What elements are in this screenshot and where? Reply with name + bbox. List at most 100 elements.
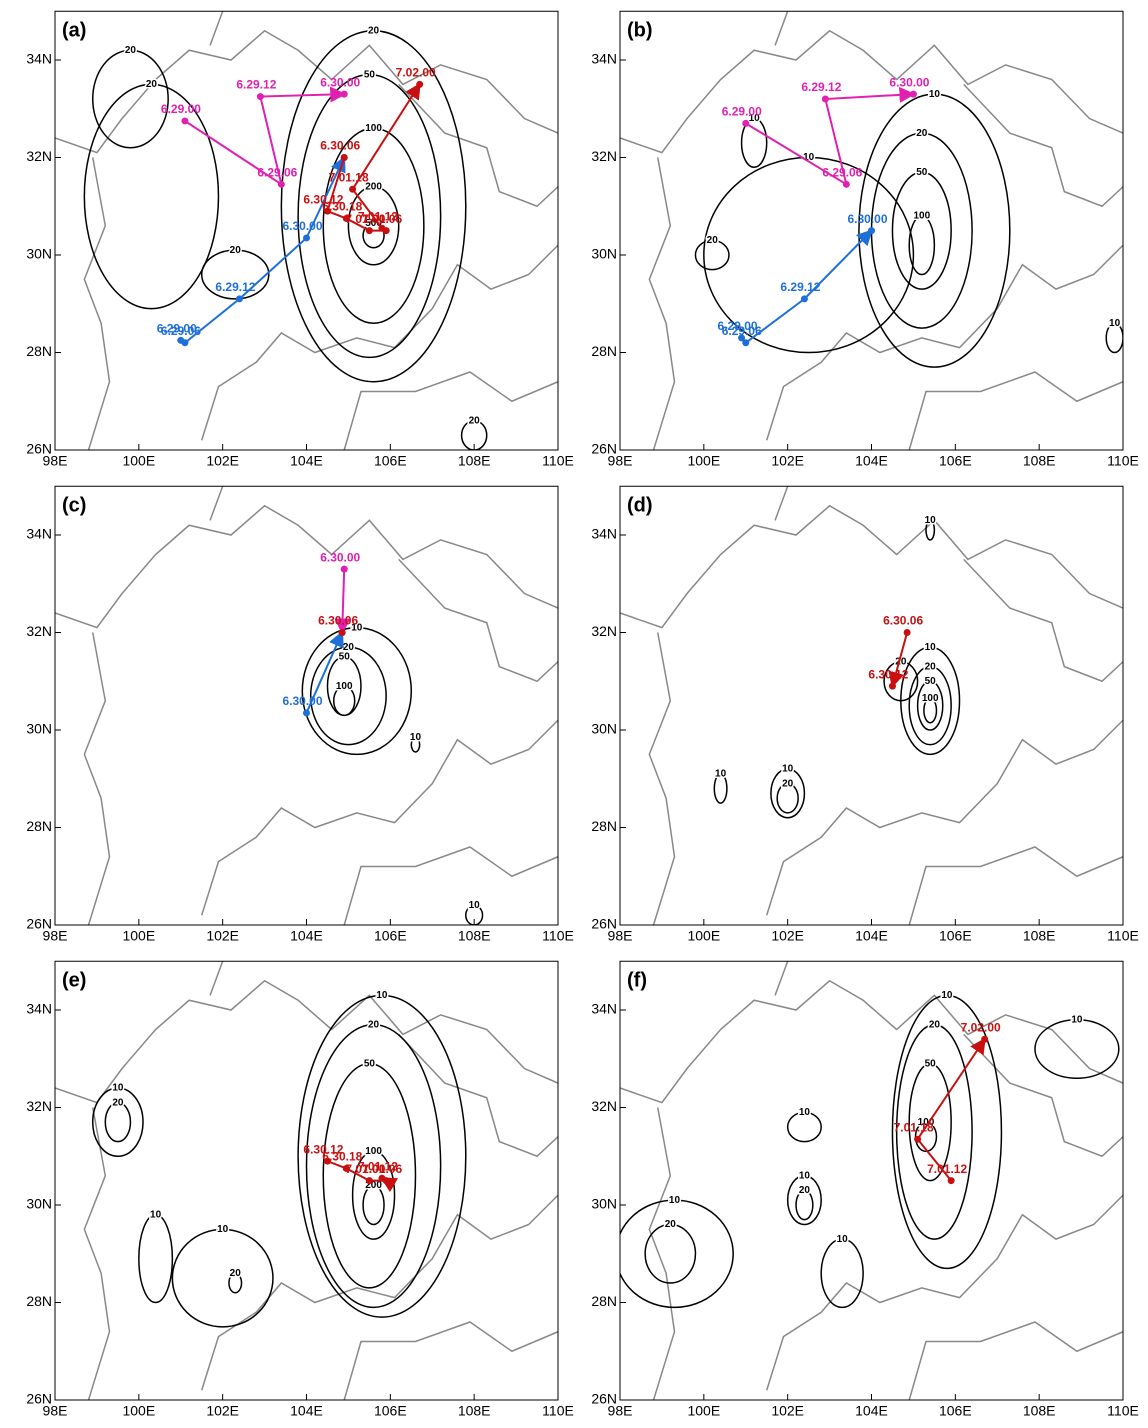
y-tick-label: 32N (26, 623, 52, 639)
track-point (340, 90, 348, 98)
track (745, 86, 916, 187)
contour (923, 697, 938, 724)
y-tick-label: 32N (591, 623, 617, 639)
contour (460, 420, 488, 450)
y-tick-label: 28N (26, 1293, 52, 1309)
frame (619, 960, 1124, 1401)
contour (362, 222, 385, 249)
track (888, 632, 909, 689)
track-label: 6.30.06 (320, 139, 360, 153)
x-tick-label: 108E (458, 928, 491, 944)
contour (908, 665, 952, 746)
x-tick-label: 98E (608, 453, 633, 469)
contour (870, 132, 973, 329)
track-label: 7.01.12 (927, 1162, 967, 1176)
contour (703, 156, 915, 354)
track-label: 7.01.06 (362, 1162, 402, 1176)
track-label: 6.30.00 (282, 219, 322, 233)
x-tick-label: 102E (206, 453, 239, 469)
track-point (378, 1174, 386, 1182)
track-label: 6.30.18 (322, 1150, 362, 1164)
track-label: 7.01.18 (894, 1120, 934, 1134)
x-tick-label: 106E (939, 453, 972, 469)
track-label: 6.29.06 (822, 165, 862, 179)
boundary (620, 979, 1123, 1104)
contour-label: 10 (351, 622, 363, 633)
boundary (200, 719, 558, 916)
boundary (765, 1194, 1123, 1391)
contour (776, 782, 799, 814)
x-tick-label: 106E (939, 1403, 972, 1419)
track-point (181, 117, 189, 125)
panel: 10205010020010201020106.30.126.30.187.01… (26, 960, 574, 1419)
x-tick-label: 100E (122, 928, 155, 944)
contour-label: 50 (364, 69, 376, 80)
contour (171, 1228, 274, 1328)
contour-label: 20 (469, 415, 481, 426)
contour-label: 10 (925, 515, 937, 526)
contour (322, 1062, 417, 1289)
boundary (209, 486, 224, 521)
x-tick-label: 98E (608, 928, 633, 944)
track (184, 86, 347, 187)
boundary (648, 632, 676, 925)
contour-label: 20 (230, 1268, 242, 1279)
boundary (620, 504, 1123, 629)
track-label: 7.01.00 (345, 1162, 385, 1176)
panel-label: (d) (627, 495, 653, 517)
track-label: 6.29.12 (236, 78, 276, 92)
contour (858, 93, 1011, 368)
track-label: 6.29.06 (257, 165, 297, 179)
boundary (765, 244, 1123, 441)
y-tick-label: 28N (26, 343, 52, 359)
x-tick-label: 98E (43, 1403, 68, 1419)
contour (297, 994, 467, 1318)
track-point (349, 185, 357, 193)
boundary (83, 1107, 111, 1400)
contour (895, 1023, 973, 1240)
contour-label: 20 (368, 25, 380, 36)
contour-label: 10 (217, 1224, 229, 1235)
contour (332, 685, 356, 717)
y-tick-label: 30N (26, 1196, 52, 1212)
contour-label: 50 (339, 652, 351, 663)
contour-label: 20 (925, 661, 937, 672)
track-point (181, 339, 189, 347)
contour (301, 626, 413, 756)
contour-label: 20 (146, 79, 158, 90)
track-label: 6.29.12 (215, 280, 255, 294)
y-tick-label: 28N (591, 1293, 617, 1309)
boundary (83, 157, 111, 450)
contour-label: 10 (715, 769, 727, 780)
track-point (340, 154, 348, 161)
boundary (209, 961, 224, 996)
track-point (340, 565, 348, 573)
contour-label: 10 (941, 990, 953, 1001)
track-label: 7.01.00 (345, 212, 385, 226)
x-tick-label: 98E (43, 928, 68, 944)
track-point (981, 1035, 989, 1043)
boundary (83, 632, 111, 925)
contour (770, 768, 806, 819)
contour (91, 1087, 144, 1157)
contour-label: 10 (749, 113, 761, 124)
panel-label: (b) (627, 20, 653, 42)
contour-label: 10 (410, 732, 422, 743)
contour (908, 215, 936, 276)
contour-label: 20 (916, 128, 928, 139)
track-point (742, 339, 750, 347)
contour (347, 186, 400, 266)
boundary (55, 504, 558, 629)
x-tick-label: 108E (1023, 1403, 1056, 1419)
track-label: 6.29.00 (161, 102, 201, 116)
track-label: 6.30.00 (320, 75, 360, 89)
contour (305, 1023, 442, 1309)
y-tick-label: 28N (26, 818, 52, 834)
contour (83, 83, 220, 310)
track-label: 6.30.00 (847, 212, 887, 226)
boundary (908, 371, 1123, 450)
contour (891, 994, 1003, 1270)
y-tick-label: 26N (591, 441, 617, 457)
